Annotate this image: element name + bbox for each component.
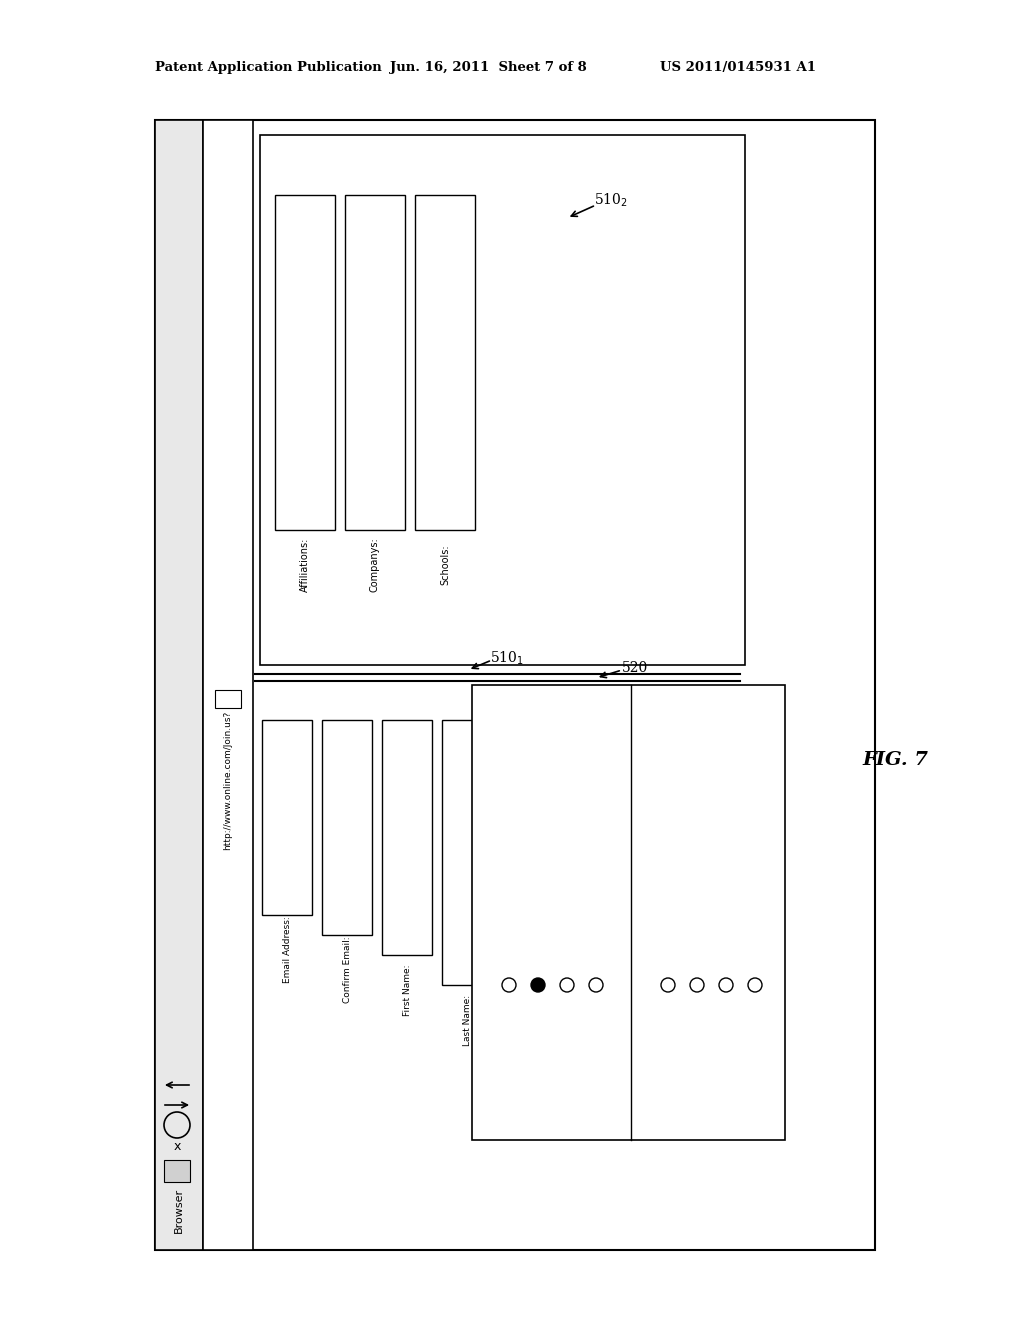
Bar (215, 690, 241, 708)
Bar (155, 120, 874, 1250)
Bar (442, 719, 492, 985)
Text: Password:: Password: (522, 908, 531, 953)
Text: Schools:: Schools: (440, 545, 450, 585)
Text: Browser: Browser (174, 1188, 184, 1233)
Bar (262, 719, 312, 915)
Bar (164, 1160, 190, 1181)
Text: 510$_2$: 510$_2$ (594, 191, 628, 209)
Text: 3rd Degree: 3rd Degree (722, 919, 730, 968)
Text: Patent Application Publication: Patent Application Publication (155, 62, 382, 74)
Text: x: x (173, 1140, 180, 1154)
Bar (155, 120, 203, 1250)
Bar (203, 120, 253, 1250)
Bar (472, 685, 785, 1140)
Text: >: > (172, 1166, 181, 1176)
Text: Last Name:: Last Name: (463, 994, 471, 1045)
Text: 520: 520 (622, 661, 648, 675)
Text: Confirm Password:: Confirm Password: (583, 888, 592, 972)
Bar (502, 719, 552, 895)
Bar (260, 135, 745, 665)
Text: Email Address:: Email Address: (283, 916, 292, 983)
Circle shape (531, 978, 545, 993)
Text: 1st Degree: 1st Degree (664, 920, 673, 968)
Bar (415, 195, 475, 531)
Text: US 2011/0145931 A1: US 2011/0145931 A1 (660, 62, 816, 74)
Text: Confirm Email:: Confirm Email: (342, 937, 351, 1003)
Text: Companys:: Companys: (370, 537, 380, 593)
Text: FIG. 7: FIG. 7 (862, 751, 928, 770)
Text: Contact Ability:: Contact Ability: (475, 1038, 485, 1113)
Text: First Name:: First Name: (402, 964, 412, 1016)
Text: Affiliations:: Affiliations: (300, 537, 310, 593)
Bar (275, 195, 335, 531)
Text: □: □ (223, 694, 232, 704)
Text: 2nd Degree: 2nd Degree (534, 917, 543, 968)
Bar (622, 719, 672, 895)
Text: 2nd Degree: 2nd Degree (692, 917, 701, 968)
Text: All Degree: All Degree (751, 923, 760, 968)
Text: 510$_1$: 510$_1$ (490, 649, 524, 667)
Text: Visability:: Visability: (643, 1077, 653, 1123)
Bar (345, 195, 406, 531)
Text: 1st Degree: 1st Degree (505, 920, 513, 968)
Text: http://www.online.com/Join.us?: http://www.online.com/Join.us? (223, 710, 232, 850)
Text: Contact Ability:: Contact Ability: (485, 1063, 495, 1138)
Bar (382, 719, 432, 954)
Text: All: All (592, 957, 600, 968)
Text: 3rd Degree: 3rd Degree (562, 919, 571, 968)
Bar (562, 719, 612, 895)
Bar (322, 719, 372, 935)
Text: Username:: Username: (642, 906, 651, 954)
Text: Jun. 16, 2011  Sheet 7 of 8: Jun. 16, 2011 Sheet 7 of 8 (390, 62, 587, 74)
